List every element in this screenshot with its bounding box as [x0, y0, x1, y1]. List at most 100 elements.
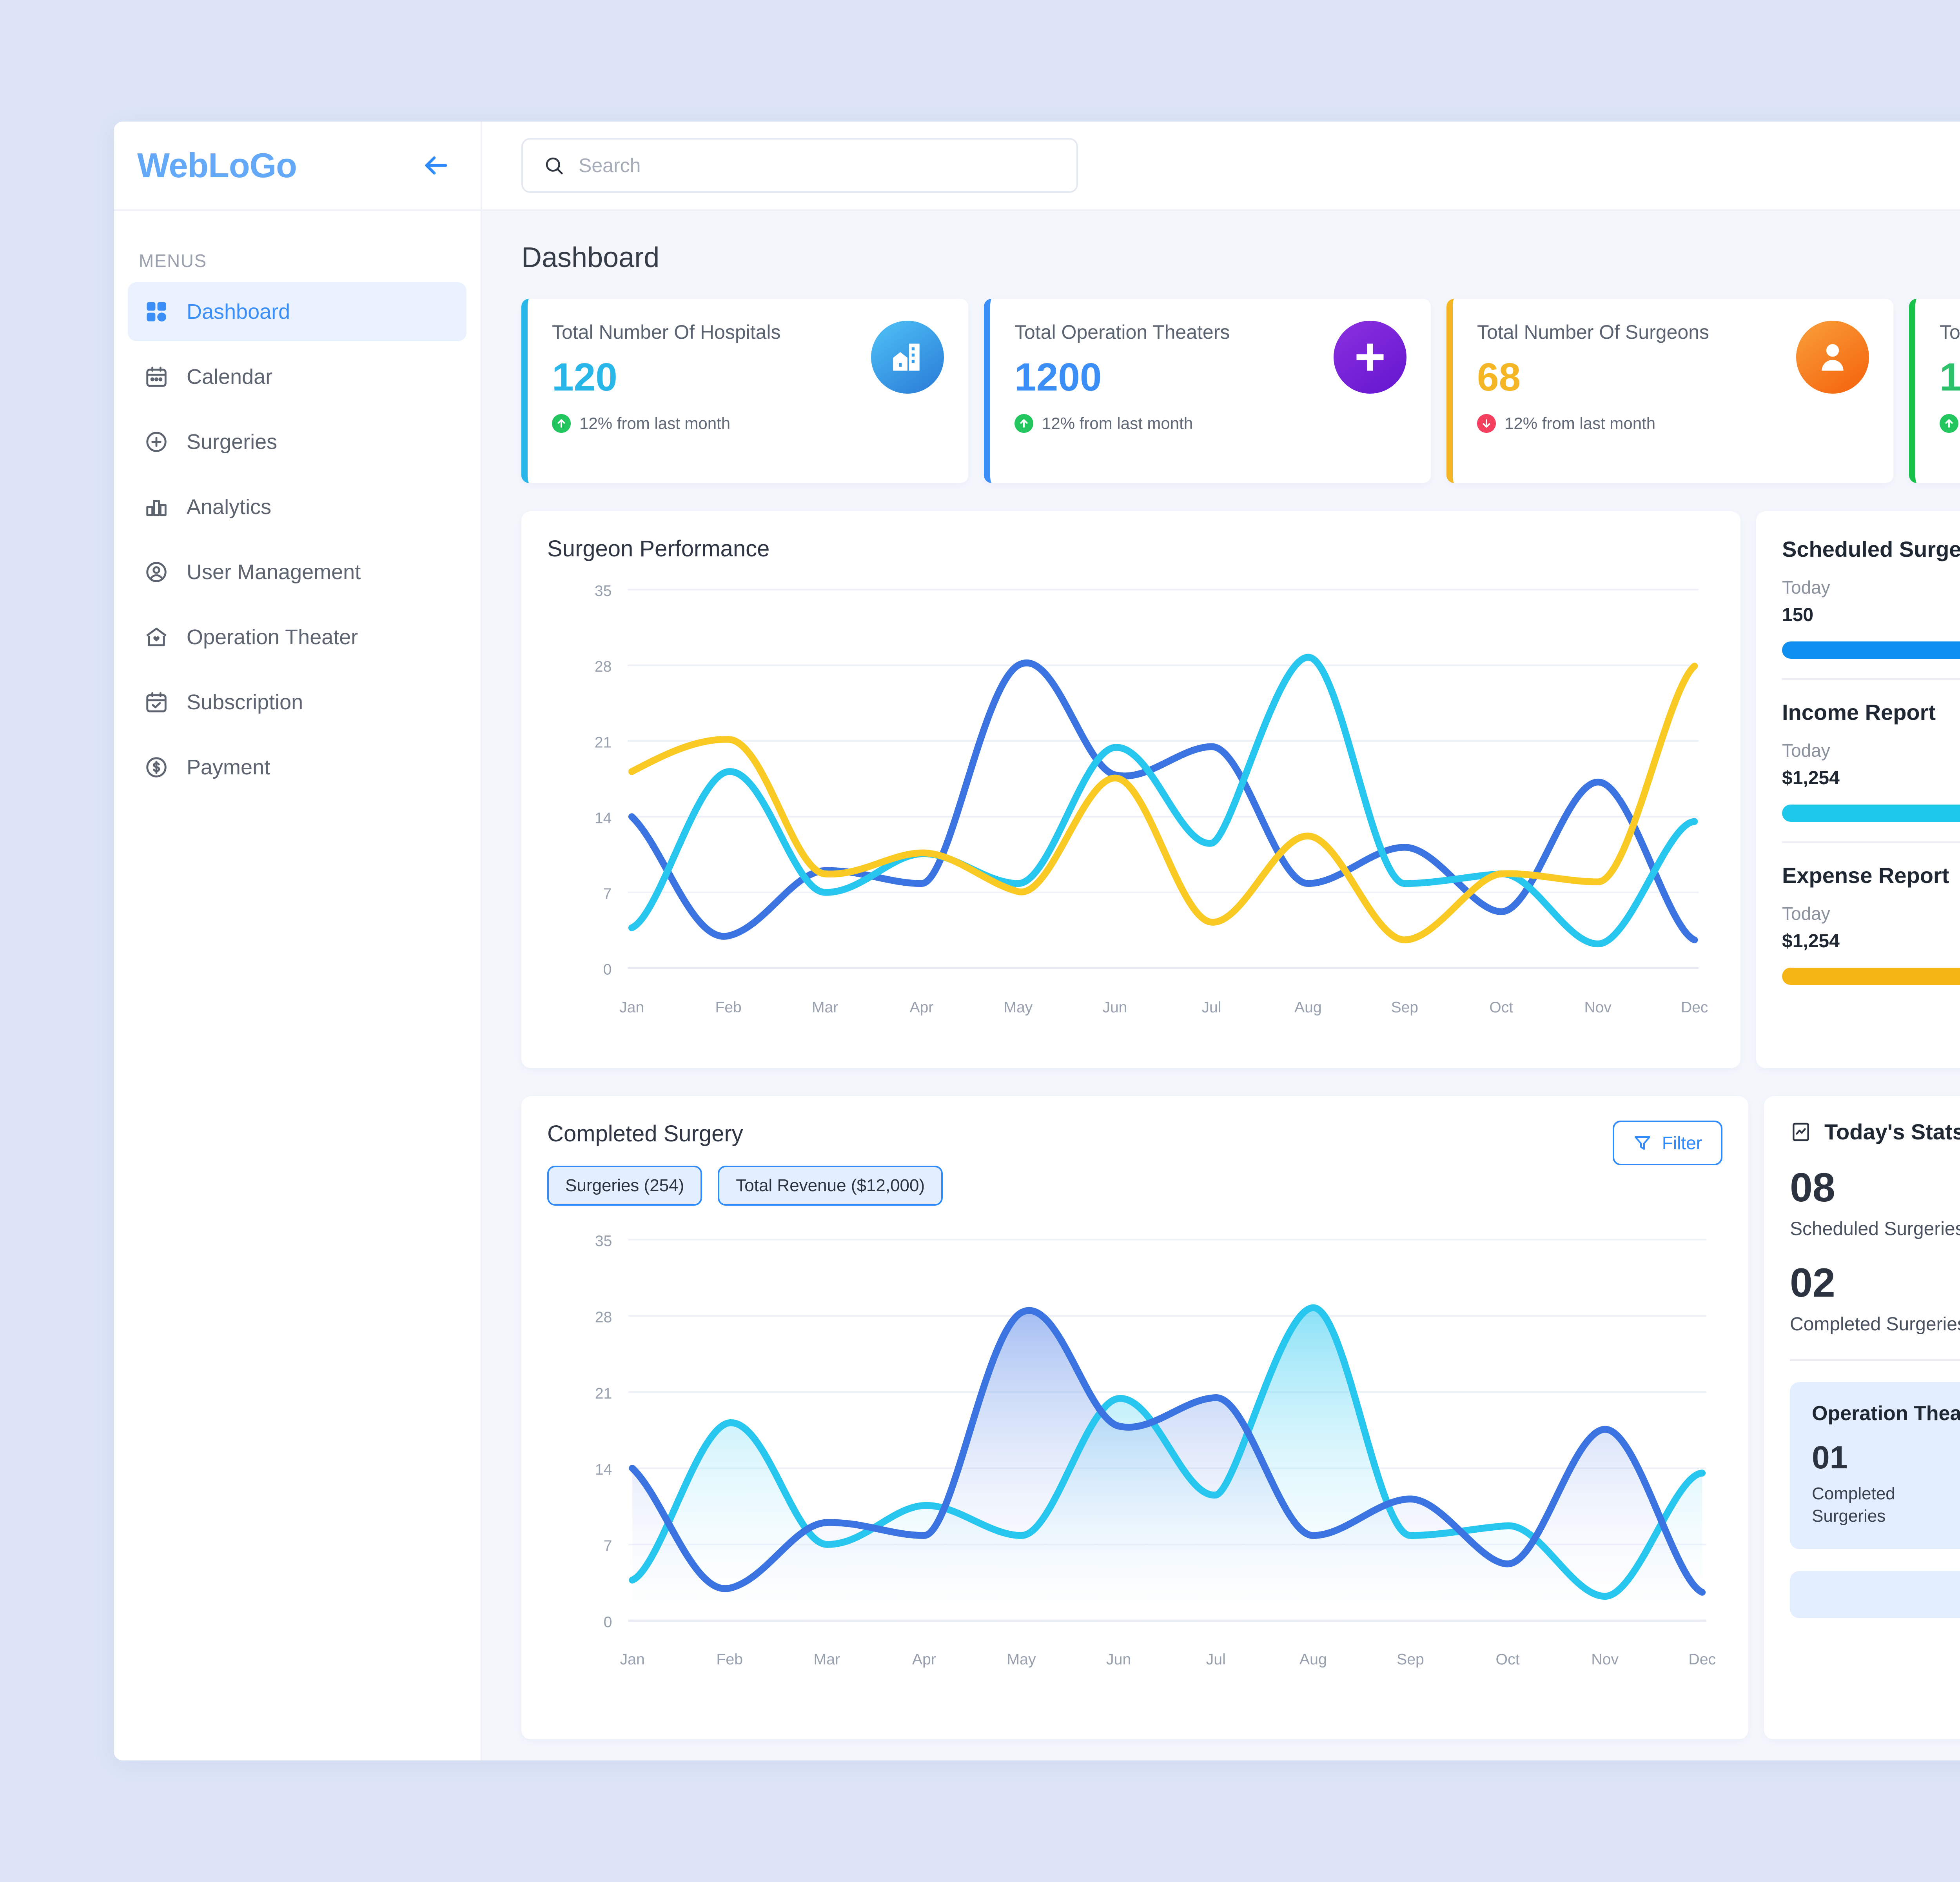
kpi-delta-text: 12% from last month — [579, 414, 731, 432]
app-logo[interactable]: WebLoGo — [137, 146, 297, 185]
todays-stats-title-row: Today's Stats — [1790, 1119, 1960, 1144]
user-circle-icon — [143, 559, 169, 585]
svg-text:35: 35 — [595, 583, 612, 599]
todays-stats-title: Today's Stats — [1824, 1119, 1960, 1144]
chip-surgeries[interactable]: Surgeries (254) — [547, 1166, 702, 1206]
sidebar-header: WebLoGo — [114, 122, 481, 211]
report-col-value: $1,254 — [1782, 931, 1840, 952]
svg-text:Apr: Apr — [912, 1651, 936, 1668]
operation-theater-box-next[interactable] — [1790, 1571, 1960, 1619]
sidebar-item-subscription[interactable]: Subscription — [128, 673, 466, 732]
svg-text:0: 0 — [604, 1613, 612, 1631]
sidebar-item-operation-theater[interactable]: Operation Theater — [128, 608, 466, 667]
report-col: Today 150 — [1782, 577, 1960, 626]
sidebar-item-label: Analytics — [187, 495, 272, 519]
svg-text:35: 35 — [595, 1232, 612, 1250]
kpi-card-hospitals[interactable]: Total Number Of Hospitals 120 12% from l… — [521, 299, 968, 483]
sidebar-item-payment[interactable]: Payment — [128, 738, 466, 797]
svg-text:Aug: Aug — [1294, 999, 1321, 1016]
kpi-label: Total Completed Surgeries — [1940, 321, 1960, 343]
sidebar-item-label: Operation Theater — [187, 625, 358, 649]
kpi-card-surgeons[interactable]: Total Number Of Surgeons 68 12% from las… — [1446, 299, 1893, 483]
sidebar-collapse-button[interactable] — [418, 148, 453, 183]
y-axis-labels: 35 28 21 14 7 0 — [595, 1232, 612, 1631]
y-axis-labels: 35 28 21 14 7 0 — [595, 583, 612, 978]
kpi-card-completed-surgeries[interactable]: Total Completed Surgeries 1256 12% from … — [1909, 299, 1960, 483]
kpi-card-operation-theaters[interactable]: Total Operation Theaters 1200 12% from l… — [984, 299, 1431, 483]
report-col-value: $1,254 — [1782, 768, 1840, 788]
completed-surgery-title: Completed Surgery — [547, 1121, 743, 1146]
operation-theater-box[interactable]: Operation Theater 1 01 Completed Surgeri… — [1790, 1382, 1960, 1550]
search-box[interactable] — [521, 138, 1078, 193]
kpi-delta: 12% from last month — [1014, 414, 1230, 433]
x-axis-labels: Jan Feb Mar Apr May Jun Jul Aug Sep Oct Nov Dec — [620, 1651, 1716, 1668]
report-title: Scheduled Surgery — [1782, 537, 1960, 561]
svg-text:Dec: Dec — [1681, 999, 1708, 1016]
bottom-row: Completed Surgery Surgeries (254) Total … — [521, 1096, 1960, 1739]
page-header: Dashboard › Dashboard — [521, 228, 1960, 287]
svg-text:Jul: Jul — [1201, 999, 1221, 1016]
arrow-down-icon — [1477, 414, 1496, 433]
plus-circle-icon — [143, 429, 169, 455]
report-block-income: Income Report Today$1,254 This Week$5,26… — [1782, 678, 1960, 841]
surgeon-performance-chart: 35 28 21 14 7 0 Jan Feb Mar Apr May Jun Jul Aug Se… — [595, 583, 1708, 1016]
surgeon-performance-card: Surgeon Performance 35 28 21 14 7 0 — [521, 511, 1740, 1068]
arrow-up-icon — [1014, 414, 1033, 433]
report-col-label: Today — [1782, 577, 1830, 598]
chip-total-revenue[interactable]: Total Revenue ($12,000) — [718, 1166, 943, 1206]
svg-text:May: May — [1004, 999, 1033, 1016]
sidebar-item-calendar[interactable]: Calendar — [128, 347, 466, 406]
report-col: Today $1,254 — [1782, 903, 1960, 952]
completed-surgeries-value: 02 — [1790, 1260, 1835, 1306]
progress-fill: 75% — [1782, 968, 1960, 985]
sidebar-nav: Dashboard Calendar Sur — [114, 282, 481, 803]
svg-text:Feb: Feb — [716, 1651, 743, 1668]
scheduled-surgeries-caption: Scheduled Surgeries — [1790, 1219, 1960, 1239]
sidebar-item-label: Subscription — [187, 690, 303, 714]
scheduled-surgeries-value: 08 — [1790, 1165, 1835, 1210]
report-title: Income Report — [1782, 700, 1936, 725]
arrow-up-icon — [1940, 414, 1958, 433]
report-columns: Today$1,254 This Week$5,268 This month$1… — [1782, 903, 1960, 952]
svg-text:Jul: Jul — [1206, 1651, 1226, 1668]
svg-text:Oct: Oct — [1489, 999, 1513, 1016]
main-area: Devid Miller Admin Dashboard › Dashboard — [482, 122, 1960, 1760]
kpi-delta: 12% from last month — [552, 414, 781, 433]
sidebar-item-surgeries[interactable]: Surgeries — [128, 412, 466, 471]
svg-text:0: 0 — [603, 961, 612, 978]
operation-theater-stats: 01 Completed Surgeries 02 Scheduled Surg… — [1812, 1442, 1960, 1527]
sidebar-item-user-management[interactable]: User Management — [128, 543, 466, 601]
bar-chart-icon — [143, 494, 169, 520]
svg-text:Oct: Oct — [1496, 1651, 1520, 1668]
kpi-delta-text: 12% from last month — [1504, 414, 1656, 432]
svg-text:14: 14 — [595, 810, 612, 827]
app-window: WebLoGo MENUS Dashboard — [114, 122, 1960, 1760]
sidebar-item-dashboard[interactable]: Dashboard — [128, 282, 466, 341]
kpi-value: 120 — [552, 355, 617, 399]
svg-text:Mar: Mar — [814, 1651, 840, 1668]
chart-gridlines — [628, 589, 1699, 969]
series-line-1 — [628, 659, 1698, 943]
svg-text:28: 28 — [595, 1308, 612, 1326]
sidebar-item-label: Surgeries — [187, 430, 278, 454]
svg-text:Jun: Jun — [1106, 1651, 1131, 1668]
kpi-value: 1200 — [1014, 355, 1102, 399]
completed-surgeries-caption: Completed Surgeries — [1790, 1314, 1960, 1335]
kpi-value: 68 — [1477, 355, 1521, 399]
sidebar-item-label: Dashboard — [187, 300, 290, 323]
search-input[interactable] — [579, 154, 1056, 177]
svg-text:Feb: Feb — [715, 999, 741, 1016]
calendar-icon — [143, 364, 169, 390]
svg-text:Nov: Nov — [1591, 1651, 1619, 1668]
middle-row: Surgeon Performance 35 28 21 14 7 0 — [521, 511, 1960, 1068]
page-title: Dashboard — [521, 242, 660, 273]
filter-button[interactable]: Filter — [1612, 1121, 1722, 1165]
sidebar: WebLoGo MENUS Dashboard — [114, 122, 482, 1760]
series-line-3 — [628, 663, 1698, 943]
sidebar-item-analytics[interactable]: Analytics — [128, 478, 466, 536]
chart-square-icon — [1790, 1121, 1812, 1143]
series-area-1 — [632, 1310, 1702, 1621]
arrow-left-icon — [425, 156, 447, 175]
svg-text:21: 21 — [595, 734, 612, 751]
